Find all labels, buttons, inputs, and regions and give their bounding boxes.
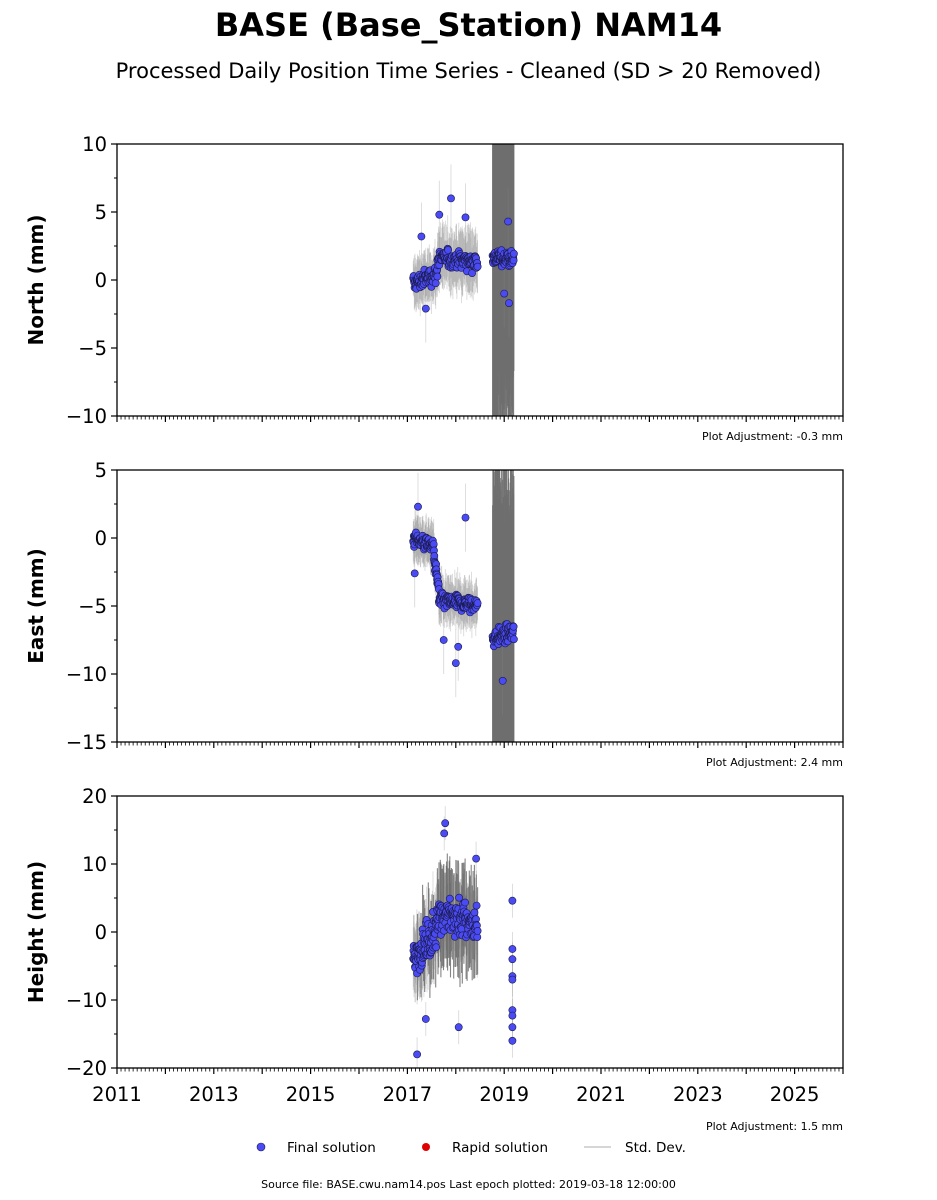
- north-data-point: [509, 256, 518, 265]
- legend: Final solution Rapid solution Std. Dev.: [256, 1140, 686, 1156]
- height-data-point: [454, 1023, 463, 1032]
- north-data-point: [417, 232, 426, 241]
- xtick-label: 2015: [286, 1083, 336, 1106]
- height-ytick-label: 10: [82, 853, 107, 876]
- east-data-point: [414, 502, 422, 511]
- north-data-point: [433, 272, 442, 281]
- height-data-point: [445, 894, 454, 903]
- height-plot-adjustment: Plot Adjustment: 1.5 mm: [706, 1120, 843, 1133]
- north-ytick-label: 5: [95, 201, 107, 224]
- north-data-point: [435, 210, 444, 219]
- height-axis-label: Height (mm): [24, 861, 48, 1003]
- height-data-point: [441, 819, 450, 828]
- height-ytick-label: 20: [82, 785, 107, 808]
- east-data-point: [510, 635, 518, 644]
- height-data-point: [472, 854, 480, 863]
- height-data-point: [421, 1015, 430, 1023]
- east-plot-adjustment: Plot Adjustment: 2.4 mm: [706, 756, 843, 769]
- chart-subtitle: Processed Daily Position Time Series - C…: [116, 59, 822, 83]
- height-data-point: [432, 943, 441, 952]
- height-ytick-label: −20: [66, 1057, 107, 1080]
- north-ytick-label: −5: [78, 337, 107, 360]
- east-data-point: [451, 659, 460, 667]
- rapid-solution-label: Rapid solution: [452, 1140, 548, 1156]
- height-data-point: [472, 901, 481, 910]
- height-data-point: [508, 1023, 517, 1032]
- east-data-point: [454, 642, 463, 651]
- rapid-solution-marker: [422, 1143, 430, 1151]
- east-data-point: [498, 676, 507, 685]
- north-data-point: [431, 279, 440, 288]
- north-panel: −10 −5 0 5 10 North (mm) Plot Adjustment: -0…: [24, 133, 844, 443]
- xtick-label: 2025: [770, 1083, 820, 1106]
- east-data-point: [509, 622, 518, 631]
- height-data-point: [508, 975, 517, 984]
- north-data-point: [473, 262, 482, 271]
- height-ytick-label: 0: [95, 921, 107, 944]
- xtick-label: 2021: [576, 1083, 626, 1106]
- xtick-label: 2011: [92, 1083, 142, 1106]
- north-data-point: [444, 245, 452, 254]
- north-ytick-label: 0: [95, 269, 107, 292]
- north-data-point: [504, 217, 512, 226]
- east-ytick-label: −5: [78, 595, 107, 618]
- height-ytick-label: −10: [66, 989, 107, 1012]
- xtick-label: 2023: [673, 1083, 723, 1106]
- height-data-point: [455, 893, 463, 902]
- north-data-point: [447, 194, 455, 203]
- std-dev-label: Std. Dev.: [625, 1140, 686, 1156]
- height-data-point: [461, 898, 469, 907]
- north-ytick-label: −10: [66, 405, 107, 428]
- height-data-point: [508, 1036, 517, 1045]
- xtick-label: 2017: [383, 1083, 433, 1106]
- height-data-point: [413, 1050, 421, 1059]
- xtick-label: 2019: [479, 1083, 529, 1106]
- east-data-point: [439, 636, 448, 644]
- east-data-point: [461, 513, 470, 522]
- north-data-point: [421, 304, 430, 313]
- height-data-point: [440, 829, 449, 838]
- height-data-point: [508, 1011, 517, 1020]
- height-data-point: [508, 955, 517, 964]
- east-ytick-label: 5: [95, 459, 107, 482]
- east-ytick-label: −10: [66, 663, 107, 686]
- height-data-point: [508, 945, 517, 953]
- north-data-point: [510, 249, 518, 258]
- north-data-point: [461, 213, 470, 222]
- north-ytick-label: 10: [82, 133, 107, 156]
- north-plot-frame: [116, 143, 844, 417]
- east-ytick-label: −15: [66, 731, 107, 754]
- east-data-point: [410, 569, 419, 578]
- height-data-point: [470, 908, 479, 917]
- east-ytick-label: 0: [95, 527, 107, 550]
- height-data-point: [473, 927, 482, 935]
- xtick-label: 2013: [189, 1083, 239, 1106]
- east-axis-label: East (mm): [24, 548, 48, 664]
- north-data-point: [505, 299, 513, 307]
- east-data-point: [473, 599, 482, 607]
- final-solution-marker: [256, 1142, 266, 1152]
- height-data-point: [508, 896, 517, 905]
- source-footer: Source file: BASE.cwu.nam14.pos Last epo…: [261, 1178, 676, 1191]
- final-solution-label: Final solution: [287, 1140, 376, 1156]
- chart-title: BASE (Base_Station) NAM14: [215, 6, 722, 44]
- height-panel: −20 −10 0 10 20 2011 2013 2015 2017 2019 2021 2023 2…: [24, 785, 844, 1133]
- north-axis-label: North (mm): [24, 214, 48, 345]
- north-plot-adjustment: Plot Adjustment: -0.3 mm: [702, 430, 843, 443]
- north-data-point: [500, 289, 509, 298]
- east-panel: −15 −10 −5 0 5 East (mm) Plot Adjustment: 2.…: [24, 459, 844, 769]
